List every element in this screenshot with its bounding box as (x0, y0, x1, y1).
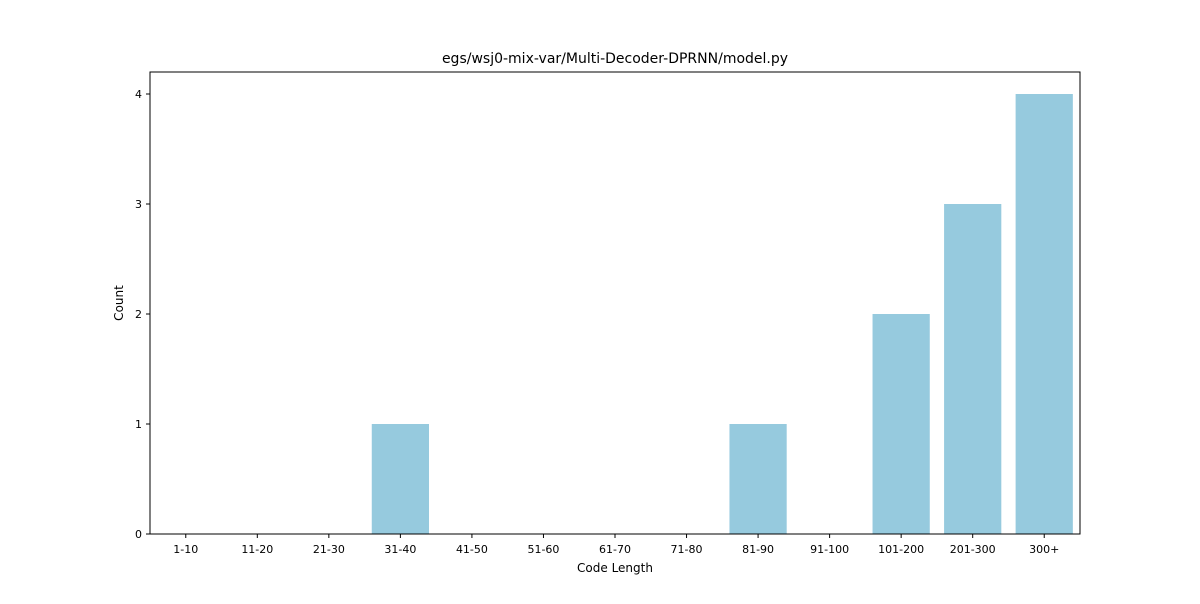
x-tick-label: 300+ (1029, 543, 1059, 556)
bar-300+ (1015, 94, 1073, 534)
y-tick-label: 0 (135, 528, 142, 541)
x-axis-label: Code Length (577, 561, 653, 575)
x-tick-label: 61-70 (599, 543, 631, 556)
bar-81-90 (729, 424, 787, 534)
bar-101-200 (872, 314, 930, 534)
x-tick-label: 71-80 (671, 543, 703, 556)
x-tick-label: 101-200 (878, 543, 924, 556)
x-tick-label: 11-20 (241, 543, 273, 556)
bar-31-40 (371, 424, 429, 534)
x-axis: 1-10 11-20 21-30 31-40 41-50 51-60 61-70 71-80 8… (173, 534, 1059, 556)
bar-201-300 (944, 204, 1002, 534)
x-tick-label: 41-50 (456, 543, 488, 556)
x-tick-label: 91-100 (810, 543, 849, 556)
x-tick-label: 1-10 (173, 543, 198, 556)
x-tick-label: 81-90 (742, 543, 774, 556)
chart-title: egs/wsj0-mix-var/Multi-Decoder-DPRNN/mod… (442, 51, 788, 67)
x-tick-label: 21-30 (313, 543, 345, 556)
y-axis: 0 1 2 3 4 (135, 88, 150, 541)
y-tick-label: 2 (135, 308, 142, 321)
bars-group (371, 94, 1073, 534)
x-tick-label: 31-40 (384, 543, 416, 556)
x-tick-label: 51-60 (527, 543, 559, 556)
y-axis-label: Count (112, 285, 126, 321)
plot-frame (149, 71, 1081, 535)
y-tick-label: 1 (135, 418, 142, 431)
y-tick-label: 3 (135, 198, 142, 211)
x-tick-label: 201-300 (950, 543, 996, 556)
y-tick-label: 4 (135, 88, 142, 101)
